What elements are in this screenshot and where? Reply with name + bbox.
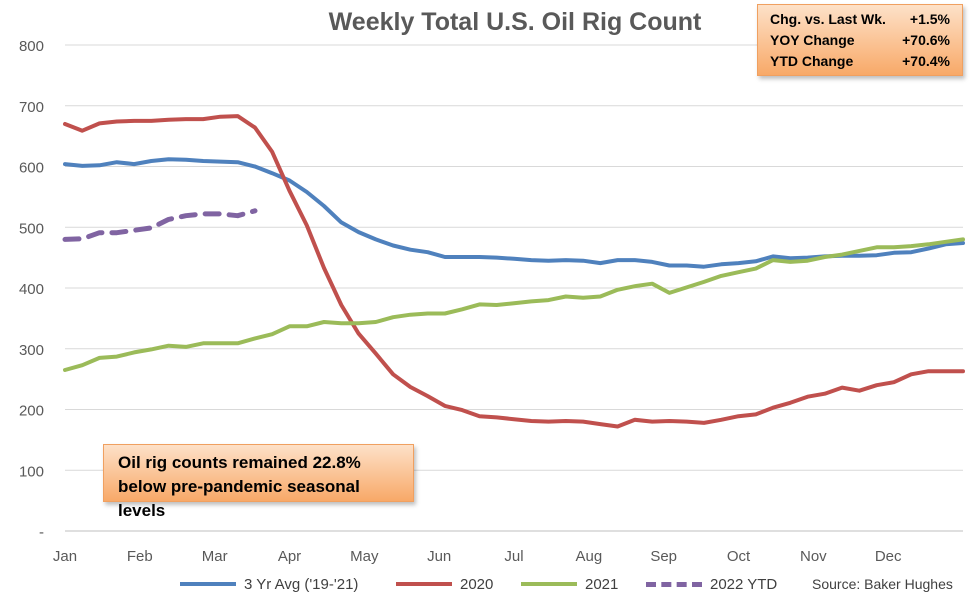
y-tick-label: 800 [19,38,44,55]
series-line-1 [63,114,965,429]
chart-title: Weekly Total U.S. Oil Rig Count [328,8,702,36]
x-tick-label: Jun [427,548,451,565]
source-note: Source: Baker Hughes [812,576,953,592]
stats-value: +1.5% [909,11,950,27]
y-tick-label: 100 [19,463,44,480]
stats-value: +70.4% [902,53,950,69]
legend-label: 2020 [460,575,494,593]
legend-item-3yr-avg: 3 Yr Avg ('19-'21) [180,573,358,595]
stats-label: YTD Change [770,53,854,69]
y-tick-label: 700 [19,99,44,116]
legend-label: 2021 [585,575,619,593]
x-tick-label: Oct [727,548,751,565]
stats-row-ytd: YTD Change +70.4% [770,51,950,72]
axis-labels: - 100 200 300 400 500 600 700 800 Jan Feb Mar Apr May… [19,38,902,565]
y-tick-label: 400 [19,281,44,298]
legend-swatch [521,582,577,586]
series-line-0 [63,157,965,269]
legend-swatch [396,582,452,586]
legend: 3 Yr Avg ('19-'21) 2020 2021 2022 YTD [0,573,980,595]
legend-item-2021: 2021 [521,573,618,595]
legend-item-2022-ytd: 2022 YTD [646,573,777,595]
series-line-2 [63,237,965,372]
stats-row-yoy: YOY Change +70.6% [770,30,950,51]
legend-swatch [180,582,236,586]
x-tick-label: Apr [278,548,301,565]
legend-label: 2022 YTD [710,575,778,593]
stats-label: YOY Change [770,32,855,48]
x-tick-label: Aug [575,548,602,565]
legend-item-2020: 2020 [396,573,493,595]
x-tick-label: Mar [202,548,228,565]
stats-callout: Chg. vs. Last Wk. +1.5% YOY Change +70.6… [757,4,963,76]
stats-value: +70.6% [902,32,950,48]
x-tick-label: Jul [504,548,523,565]
y-tick-label: 200 [19,403,44,420]
x-tick-label: Nov [800,548,827,565]
x-tick-label: Jan [53,548,77,565]
y-tick-label: 300 [19,342,44,359]
legend-label: 3 Yr Avg ('19-'21) [244,575,359,593]
x-tick-label: Feb [127,548,153,565]
legend-swatch [646,581,702,587]
note-line: below pre-pandemic seasonal levels [118,477,360,520]
stats-label: Chg. vs. Last Wk. [770,11,886,27]
stats-row-weekly: Chg. vs. Last Wk. +1.5% [770,9,950,30]
note-line: Oil rig counts remained 22.8% [118,453,361,472]
y-tick-label: - [39,524,44,541]
series-lines [62,114,965,429]
y-tick-label: 500 [19,220,44,237]
note-callout: Oil rig counts remained 22.8% below pre-… [103,444,414,520]
x-tick-label: Sep [650,548,677,565]
x-tick-label: Dec [875,548,902,565]
x-tick-label: May [350,548,379,565]
series-line-3 [62,208,258,242]
y-tick-label: 600 [19,160,44,177]
